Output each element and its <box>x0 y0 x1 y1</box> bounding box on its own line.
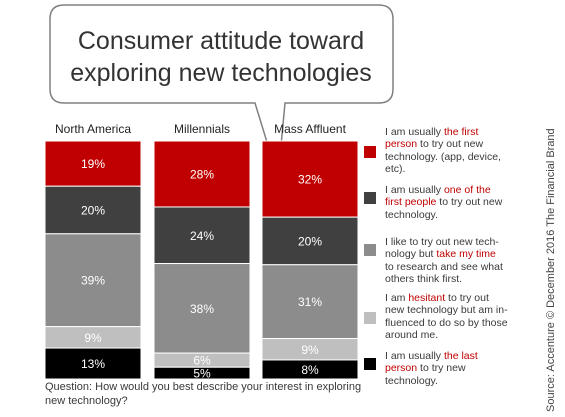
source-note: Source: Accenture © December 2016 The Fi… <box>545 128 557 412</box>
data-label: 19% <box>81 157 105 171</box>
legend-line: etc). <box>385 163 535 175</box>
data-label: 9% <box>84 331 102 345</box>
bar-segment <box>261 216 359 266</box>
legend-swatches <box>364 146 376 370</box>
legend-line: technology. <box>385 375 535 387</box>
data-label: 13% <box>81 357 105 371</box>
legend-text-segment: to research and see what <box>385 260 503 273</box>
legend-line: around me. <box>385 329 535 341</box>
legend-text-segment: technology. (app, device, <box>385 150 501 163</box>
bar-segment <box>44 347 142 380</box>
legend-text-segment: I am <box>385 292 409 304</box>
bar-segment <box>153 366 251 380</box>
bar-segment <box>261 140 359 218</box>
legend-line: technology. (app, device, <box>385 151 535 163</box>
legend-swatch <box>364 244 376 256</box>
legend-swatch <box>364 312 376 324</box>
legend-highlight: person <box>385 362 418 375</box>
legend-text-segment: technology. <box>385 374 438 387</box>
legend-text-segment: I am usually <box>385 126 444 138</box>
bar-segment <box>153 206 251 265</box>
legend-entry: I am hesitant to try out new technology b… <box>385 292 535 342</box>
legend-text-segment: I am usually <box>385 350 444 362</box>
legend-entry: I am usually the first person to try out … <box>385 126 535 176</box>
question-text: Question: How would you best describe yo… <box>45 381 362 407</box>
legend-entry: I like to try out new tech-nology but ta… <box>385 236 535 286</box>
bar-segment <box>261 264 359 340</box>
legend-entry: I am usually the last person to try new te… <box>385 350 535 387</box>
legend-line: I am hesitant to try out <box>385 292 535 304</box>
chart-title-line: exploring new technologies <box>70 59 372 87</box>
bar-segment <box>261 359 359 380</box>
bar-segment <box>44 233 142 328</box>
legend-highlight: hesitant <box>408 292 446 304</box>
data-label: 5% <box>193 367 211 381</box>
legend-text-segment: etc). <box>385 163 406 176</box>
bar-segment <box>153 263 251 354</box>
legend-text-segment: technology. <box>385 208 438 221</box>
legend-text-segment: to try out new <box>417 138 484 151</box>
legend-text-segment: others think first. <box>385 273 463 286</box>
legend-line: person to try new <box>385 362 535 374</box>
bar-segment <box>153 140 251 208</box>
title-bubble: Consumer attitude toward exploring new te… <box>49 4 394 179</box>
legend-line: I like to try out new tech- <box>385 236 535 248</box>
stacked-bars: North America 19% 20% 39% 9% 13% Millennials 28… <box>44 122 359 381</box>
data-label: 31% <box>298 295 322 309</box>
data-label: 8% <box>301 363 319 377</box>
legend-line: I am usually the first <box>385 126 535 138</box>
legend-line: I am usually the last <box>385 350 535 362</box>
legend-text-segment: to try out <box>445 292 489 304</box>
bar-segment <box>44 185 142 235</box>
legend-text-segment: to try new <box>417 362 466 375</box>
legend-line: to research and see what <box>385 261 535 273</box>
data-label: 20% <box>298 234 322 248</box>
data-label: 24% <box>190 229 214 243</box>
legend-text-segment: around me. <box>385 329 439 342</box>
legend-line: new technology but am in- <box>385 304 535 316</box>
legend-text-segment: to try out new <box>436 196 503 209</box>
legend-text-segment: I like to try out new tech- <box>385 236 499 248</box>
legend-highlight: one of the <box>443 184 491 196</box>
legend-swatch <box>364 146 376 158</box>
chart-title-line: Consumer attitude toward <box>78 27 364 55</box>
legend-line: person to try out new <box>385 138 535 150</box>
data-label: 28% <box>190 167 214 181</box>
data-label: 6% <box>193 354 211 368</box>
data-label: 9% <box>301 343 319 357</box>
legend-text-segment: I am usually <box>385 184 444 196</box>
legend-highlight: first people <box>385 196 437 209</box>
legend-highlight: the first <box>443 126 479 138</box>
legend-line: I am usually one of the <box>385 184 535 196</box>
category-label: North America <box>55 122 131 136</box>
category-label: Millennials <box>174 122 230 136</box>
legend-text-segment: nology but <box>385 248 437 261</box>
legend-line: nology but take my time <box>385 248 535 260</box>
legend-line: first people to try out new <box>385 196 535 208</box>
legend-line: fluenced to do so by those <box>385 317 535 329</box>
legend-swatch <box>364 192 376 204</box>
legend-highlight: take my time <box>436 248 496 261</box>
category-label: Mass Affluent <box>274 122 346 136</box>
data-label: 20% <box>81 204 105 218</box>
legend-text-segment: new technology but am in- <box>385 304 508 317</box>
legend-line: others think first. <box>385 273 535 285</box>
legend-swatch <box>364 358 376 370</box>
legend-highlight: person <box>385 138 418 151</box>
legend-highlight: the last <box>443 350 478 362</box>
data-label: 39% <box>81 274 105 288</box>
data-label: 38% <box>190 302 214 316</box>
legend-line: technology. <box>385 209 535 221</box>
legend-text-segment: fluenced to do so by those <box>385 316 508 329</box>
data-label: 32% <box>298 173 322 187</box>
legend-entry: I am usually one of the first people to t… <box>385 184 535 221</box>
